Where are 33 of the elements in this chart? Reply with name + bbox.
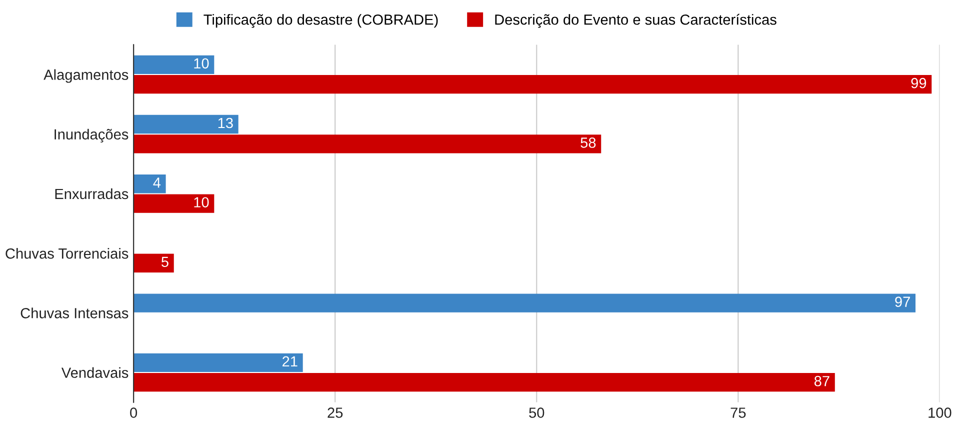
bar <box>134 174 166 194</box>
data-label: 5 <box>162 256 168 268</box>
bar <box>134 74 932 94</box>
bar <box>134 194 214 213</box>
bar <box>134 254 174 272</box>
data-label: 58 <box>580 138 596 148</box>
data-label: 13 <box>218 118 233 128</box>
data-label: 10 <box>194 197 209 208</box>
y-tick-label: Enxurradas <box>55 188 128 200</box>
x-tick-label: 100 <box>928 408 952 418</box>
y-tick-label: Vendavais <box>61 367 128 378</box>
data-label: 87 <box>814 376 830 386</box>
data-label: 97 <box>895 296 910 307</box>
data-label: 21 <box>282 356 298 366</box>
x-tick-label: 25 <box>328 408 343 418</box>
x-tick-label: 75 <box>730 408 746 418</box>
legend-label: Tipificação do desastre (COBRADE) <box>204 14 438 28</box>
x-tick-label: 50 <box>529 408 544 418</box>
x-tick-label: 0 <box>130 408 138 418</box>
bar <box>134 55 214 74</box>
bar <box>134 294 916 312</box>
bar <box>134 372 835 392</box>
data-label: 99 <box>911 78 926 88</box>
bar <box>134 353 303 372</box>
y-tick-label: Alagamentos <box>44 69 128 83</box>
y-tick-label: Chuvas Torrenciais <box>6 248 128 259</box>
y-tick-label: Inundações <box>54 128 128 142</box>
bar <box>134 134 602 154</box>
bar <box>134 114 238 134</box>
y-tick-label: Chuvas Intensas <box>20 308 128 318</box>
data-label: 10 <box>194 58 209 69</box>
data-label: 4 <box>153 178 161 188</box>
legend-label: Descrição do Evento e suas Características <box>495 14 776 28</box>
